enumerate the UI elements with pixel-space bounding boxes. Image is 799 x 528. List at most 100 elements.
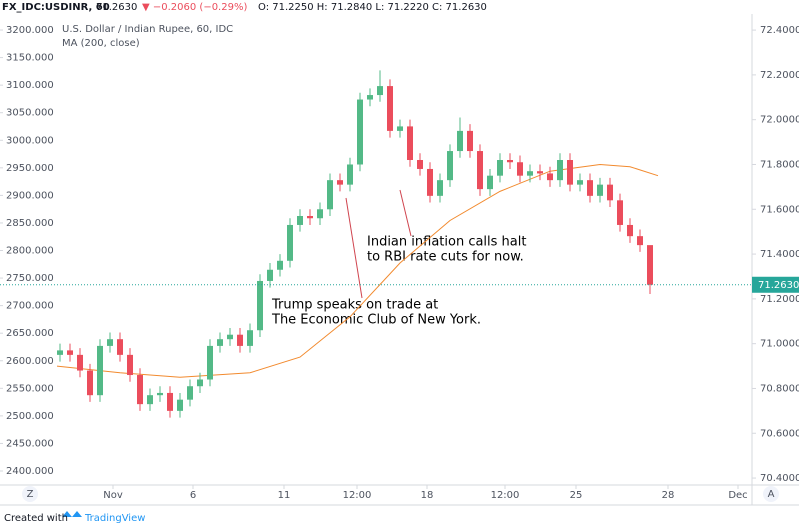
candle-body — [367, 95, 373, 100]
candle-body — [427, 168, 433, 196]
candle-body — [507, 160, 513, 163]
candle-body — [467, 130, 473, 152]
candle-body — [627, 224, 633, 237]
candle-body — [577, 180, 583, 185]
annotation: Indian inflation calls halt — [367, 235, 526, 250]
candle-body — [357, 99, 363, 165]
auto-button-label[interactable]: A — [768, 489, 775, 500]
x-tick-label: 28 — [662, 490, 675, 501]
y-tick-label: 2600.000 — [6, 356, 54, 367]
change: ▼ −0.2060 (−0.29%) — [142, 2, 247, 13]
candle-body — [167, 392, 173, 411]
candle-body — [107, 339, 113, 346]
candle-body — [207, 345, 213, 380]
candle-body — [597, 184, 603, 196]
candle-body — [127, 354, 133, 376]
y-tick-label: 3100.000 — [6, 80, 54, 91]
y2-tick-label: 70.6000 — [760, 428, 799, 439]
y-tick-label: 2450.000 — [6, 438, 54, 449]
x-tick-label: Dec — [728, 490, 747, 501]
y2-tick-label: 70.8000 — [760, 383, 799, 394]
annotation: The Economic Club of New York. — [271, 313, 481, 328]
candle-body — [217, 339, 223, 346]
y-tick-label: 2750.000 — [6, 273, 54, 284]
y-tick-label: 3200.000 — [6, 25, 54, 36]
y-tick-label: 2500.000 — [6, 411, 54, 422]
y2-tick-label: 70.4000 — [760, 473, 799, 484]
y-tick-label: 2900.000 — [6, 190, 54, 201]
symbol: FX_IDC:USDINR, 60 — [2, 2, 110, 13]
candle-body — [397, 126, 403, 131]
candle-body — [487, 175, 493, 190]
candle-body — [607, 184, 613, 201]
y2-tick-label: 71.6000 — [760, 204, 799, 215]
y-tick-label: 3050.000 — [6, 108, 54, 119]
y-tick-label: 2700.000 — [6, 301, 54, 312]
annotation: to RBI rate cuts for now. — [367, 250, 524, 265]
y-tick-label: 2950.000 — [6, 163, 54, 174]
x-tick-label: Nov — [103, 490, 123, 501]
y2-tick-label: 71.0000 — [760, 339, 799, 350]
candle-body — [587, 180, 593, 196]
annotation-pointer — [345, 197, 363, 299]
candle-body — [647, 245, 653, 285]
y-tick-label: 2550.000 — [6, 383, 54, 394]
candle-body — [517, 162, 523, 176]
candle-body — [287, 224, 293, 261]
y2-tick-label: 72.4000 — [760, 25, 799, 36]
candle-body — [137, 375, 143, 405]
candle-body — [417, 160, 423, 169]
candle-body — [637, 236, 643, 246]
y2-tick-label: 71.2000 — [760, 294, 799, 305]
candle-body — [407, 126, 413, 161]
candle-body — [267, 269, 273, 281]
x-tick-label: 12:00 — [343, 490, 372, 501]
candle-body — [547, 173, 553, 181]
candle-body — [477, 151, 483, 190]
candle-body — [307, 215, 313, 219]
candle-body — [177, 399, 183, 411]
candle-body — [447, 151, 453, 181]
candle-body — [497, 160, 503, 176]
x-tick-label: 12:00 — [491, 490, 520, 501]
ma-line — [56, 163, 659, 378]
price-tag-label: 71.2630 — [758, 280, 799, 291]
auto-button[interactable] — [763, 486, 779, 502]
candle-body — [567, 160, 573, 185]
candle-body — [157, 392, 163, 396]
x-tick-label: 18 — [421, 490, 434, 501]
y-tick-label: 2800.000 — [6, 246, 54, 257]
candle-body — [227, 334, 233, 340]
y2-tick-label: 71.4000 — [760, 249, 799, 260]
candle-body — [187, 386, 193, 400]
annotation-pointer — [399, 189, 412, 237]
price-tag — [752, 276, 799, 293]
legend-title: U.S. Dollar / Indian Rupee, 60, IDC — [62, 24, 233, 35]
candle-body — [617, 200, 623, 225]
candle-body — [87, 370, 93, 396]
tv-logo — [62, 511, 82, 517]
y2-tick-label: 71.8000 — [760, 159, 799, 170]
ohlc: O: 71.2250 H: 71.2840 L: 71.2220 C: 71.2… — [258, 2, 487, 13]
candle-body — [327, 180, 333, 210]
candle-body — [387, 86, 393, 131]
y-tick-label: 2850.000 — [6, 218, 54, 229]
zoom-button-label[interactable]: Z — [27, 489, 34, 500]
last-price: 71.2630 — [96, 2, 137, 13]
candle-body — [257, 280, 263, 331]
legend-ma: MA (200, close) — [62, 38, 140, 49]
footer-brand[interactable]: TradingView — [84, 513, 145, 524]
candle-body — [437, 180, 443, 196]
candle-body — [277, 260, 283, 270]
candle-body — [57, 350, 63, 355]
candle-body — [237, 334, 243, 346]
y2-tick-label: 72.2000 — [760, 70, 799, 81]
candle-body — [117, 339, 123, 355]
y-tick-label: 3150.000 — [6, 53, 54, 64]
candle-body — [557, 160, 563, 181]
candle-body — [317, 209, 323, 219]
candle-body — [197, 379, 203, 387]
zoom-button[interactable] — [22, 486, 38, 502]
candle-body — [347, 164, 353, 185]
